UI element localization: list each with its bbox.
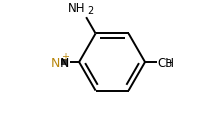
Text: +: + bbox=[61, 51, 69, 61]
Text: N: N bbox=[60, 56, 69, 69]
Text: NH: NH bbox=[67, 2, 85, 15]
Text: CH: CH bbox=[157, 56, 174, 69]
Text: 2: 2 bbox=[87, 6, 94, 16]
Text: 3: 3 bbox=[166, 59, 172, 69]
Text: N: N bbox=[51, 56, 60, 69]
